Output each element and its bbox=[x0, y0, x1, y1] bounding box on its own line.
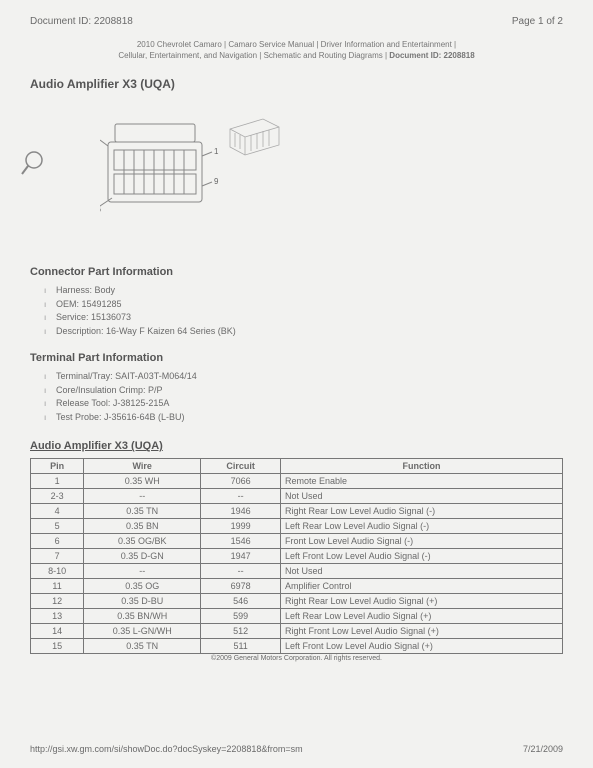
cell-circuit: 599 bbox=[201, 609, 281, 624]
cell-func: Left Front Low Level Audio Signal (-) bbox=[281, 549, 563, 564]
page-footer: http://gsi.xw.gm.com/si/showDoc.do?docSy… bbox=[30, 744, 563, 754]
cell-wire: -- bbox=[84, 564, 201, 579]
cell-func: Amplifier Control bbox=[281, 579, 563, 594]
connector-info-list: Harness: Body OEM: 15491285 Service: 151… bbox=[30, 284, 563, 338]
cell-wire: 0.35 TN bbox=[84, 639, 201, 654]
cell-circuit: -- bbox=[201, 489, 281, 504]
cell-pin: 14 bbox=[31, 624, 84, 639]
cell-func: Left Rear Low Level Audio Signal (+) bbox=[281, 609, 563, 624]
cell-func: Right Rear Low Level Audio Signal (+) bbox=[281, 594, 563, 609]
th-pin: Pin bbox=[31, 459, 84, 474]
table-row: 150.35 TN511Left Front Low Level Audio S… bbox=[31, 639, 563, 654]
info-tray: Terminal/Tray: SAIT-A03T-M064/14 bbox=[56, 370, 563, 384]
cell-wire: -- bbox=[84, 489, 201, 504]
cell-pin: 11 bbox=[31, 579, 84, 594]
breadcrumb: 2010 Chevrolet Camaro | Camaro Service M… bbox=[30, 39, 563, 61]
cell-pin: 6 bbox=[31, 534, 84, 549]
cell-wire: 0.35 TN bbox=[84, 504, 201, 519]
info-crimp: Core/Insulation Crimp: P/P bbox=[56, 384, 563, 398]
th-circuit: Circuit bbox=[201, 459, 281, 474]
terminal-info-heading: Terminal Part Information bbox=[30, 352, 563, 364]
magnifier-icon bbox=[20, 150, 46, 176]
cell-func: Right Front Low Level Audio Signal (+) bbox=[281, 624, 563, 639]
pinout-table: Pin Wire Circuit Function 10.35 WH7066Re… bbox=[30, 458, 563, 654]
table-heading: Audio Amplifier X3 (UQA) bbox=[30, 440, 563, 452]
cell-pin: 2-3 bbox=[31, 489, 84, 504]
cell-circuit: 1546 bbox=[201, 534, 281, 549]
cell-circuit: 1947 bbox=[201, 549, 281, 564]
cell-pin: 5 bbox=[31, 519, 84, 534]
cell-wire: 0.35 BN/WH bbox=[84, 609, 201, 624]
cell-wire: 0.35 OG bbox=[84, 579, 201, 594]
cell-func: Front Low Level Audio Signal (-) bbox=[281, 534, 563, 549]
svg-text:16: 16 bbox=[100, 205, 101, 214]
cell-wire: 0.35 BN bbox=[84, 519, 201, 534]
doc-id: Document ID: 2208818 bbox=[30, 16, 133, 27]
info-release: Release Tool: J-38125-215A bbox=[56, 397, 563, 411]
connector-front-icon: 8 16 1 9 bbox=[100, 116, 220, 221]
cell-circuit: 1946 bbox=[201, 504, 281, 519]
cell-pin: 4 bbox=[31, 504, 84, 519]
cell-circuit: 511 bbox=[201, 639, 281, 654]
cell-func: Right Rear Low Level Audio Signal (-) bbox=[281, 504, 563, 519]
cell-wire: 0.35 L-GN/WH bbox=[84, 624, 201, 639]
info-description: Description: 16-Way F Kaizen 64 Series (… bbox=[56, 325, 563, 339]
cell-func: Remote Enable bbox=[281, 474, 563, 489]
cell-func: Not Used bbox=[281, 564, 563, 579]
cell-pin: 13 bbox=[31, 609, 84, 624]
cell-pin: 15 bbox=[31, 639, 84, 654]
cell-pin: 8-10 bbox=[31, 564, 84, 579]
footer-url: http://gsi.xw.gm.com/si/showDoc.do?docSy… bbox=[30, 744, 303, 754]
page-header: Document ID: 2208818 Page 1 of 2 bbox=[30, 16, 563, 27]
cell-circuit: 512 bbox=[201, 624, 281, 639]
cell-circuit: 1999 bbox=[201, 519, 281, 534]
info-oem: OEM: 15491285 bbox=[56, 298, 563, 312]
page-number: Page 1 of 2 bbox=[512, 16, 563, 27]
table-row: 60.35 OG/BK1546Front Low Level Audio Sig… bbox=[31, 534, 563, 549]
breadcrumb-line2a: Cellular, Entertainment, and Navigation … bbox=[118, 51, 389, 60]
cell-pin: 7 bbox=[31, 549, 84, 564]
connector-iso-icon bbox=[225, 111, 285, 161]
cell-func: Not Used bbox=[281, 489, 563, 504]
cell-circuit: 7066 bbox=[201, 474, 281, 489]
cell-func: Left Front Low Level Audio Signal (+) bbox=[281, 639, 563, 654]
svg-text:1: 1 bbox=[214, 147, 219, 156]
cell-pin: 12 bbox=[31, 594, 84, 609]
breadcrumb-line1: 2010 Chevrolet Camaro | Camaro Service M… bbox=[30, 39, 563, 50]
info-probe: Test Probe: J-35616-64B (L-BU) bbox=[56, 411, 563, 425]
table-row: 50.35 BN1999Left Rear Low Level Audio Si… bbox=[31, 519, 563, 534]
th-wire: Wire bbox=[84, 459, 201, 474]
connector-diagram: 8 16 1 9 bbox=[30, 101, 563, 236]
terminal-info-list: Terminal/Tray: SAIT-A03T-M064/14 Core/In… bbox=[30, 370, 563, 424]
cell-pin: 1 bbox=[31, 474, 84, 489]
cell-wire: 0.35 WH bbox=[84, 474, 201, 489]
info-harness: Harness: Body bbox=[56, 284, 563, 298]
cell-circuit: 6978 bbox=[201, 579, 281, 594]
table-row: 140.35 L-GN/WH512Right Front Low Level A… bbox=[31, 624, 563, 639]
table-row: 70.35 D-GN1947Left Front Low Level Audio… bbox=[31, 549, 563, 564]
connector-info-heading: Connector Part Information bbox=[30, 266, 563, 278]
table-row: 2-3----Not Used bbox=[31, 489, 563, 504]
cell-wire: 0.35 OG/BK bbox=[84, 534, 201, 549]
breadcrumb-line2: Cellular, Entertainment, and Navigation … bbox=[30, 50, 563, 61]
svg-text:9: 9 bbox=[214, 177, 219, 186]
table-row: 40.35 TN1946Right Rear Low Level Audio S… bbox=[31, 504, 563, 519]
table-row: 8-10----Not Used bbox=[31, 564, 563, 579]
cell-circuit: 546 bbox=[201, 594, 281, 609]
breadcrumb-docid: Document ID: 2208818 bbox=[389, 51, 474, 60]
cell-func: Left Rear Low Level Audio Signal (-) bbox=[281, 519, 563, 534]
info-service: Service: 15136073 bbox=[56, 311, 563, 325]
page-title: Audio Amplifier X3 (UQA) bbox=[30, 77, 563, 91]
footer-date: 7/21/2009 bbox=[523, 744, 563, 754]
cell-circuit: -- bbox=[201, 564, 281, 579]
th-function: Function bbox=[281, 459, 563, 474]
cell-wire: 0.35 D-GN bbox=[84, 549, 201, 564]
table-header-row: Pin Wire Circuit Function bbox=[31, 459, 563, 474]
cell-wire: 0.35 D-BU bbox=[84, 594, 201, 609]
table-row: 130.35 BN/WH599Left Rear Low Level Audio… bbox=[31, 609, 563, 624]
table-row: 120.35 D-BU546Right Rear Low Level Audio… bbox=[31, 594, 563, 609]
table-row: 110.35 OG6978Amplifier Control bbox=[31, 579, 563, 594]
table-row: 10.35 WH7066Remote Enable bbox=[31, 474, 563, 489]
copyright-notice: ©2009 General Motors Corporation. All ri… bbox=[30, 655, 563, 662]
